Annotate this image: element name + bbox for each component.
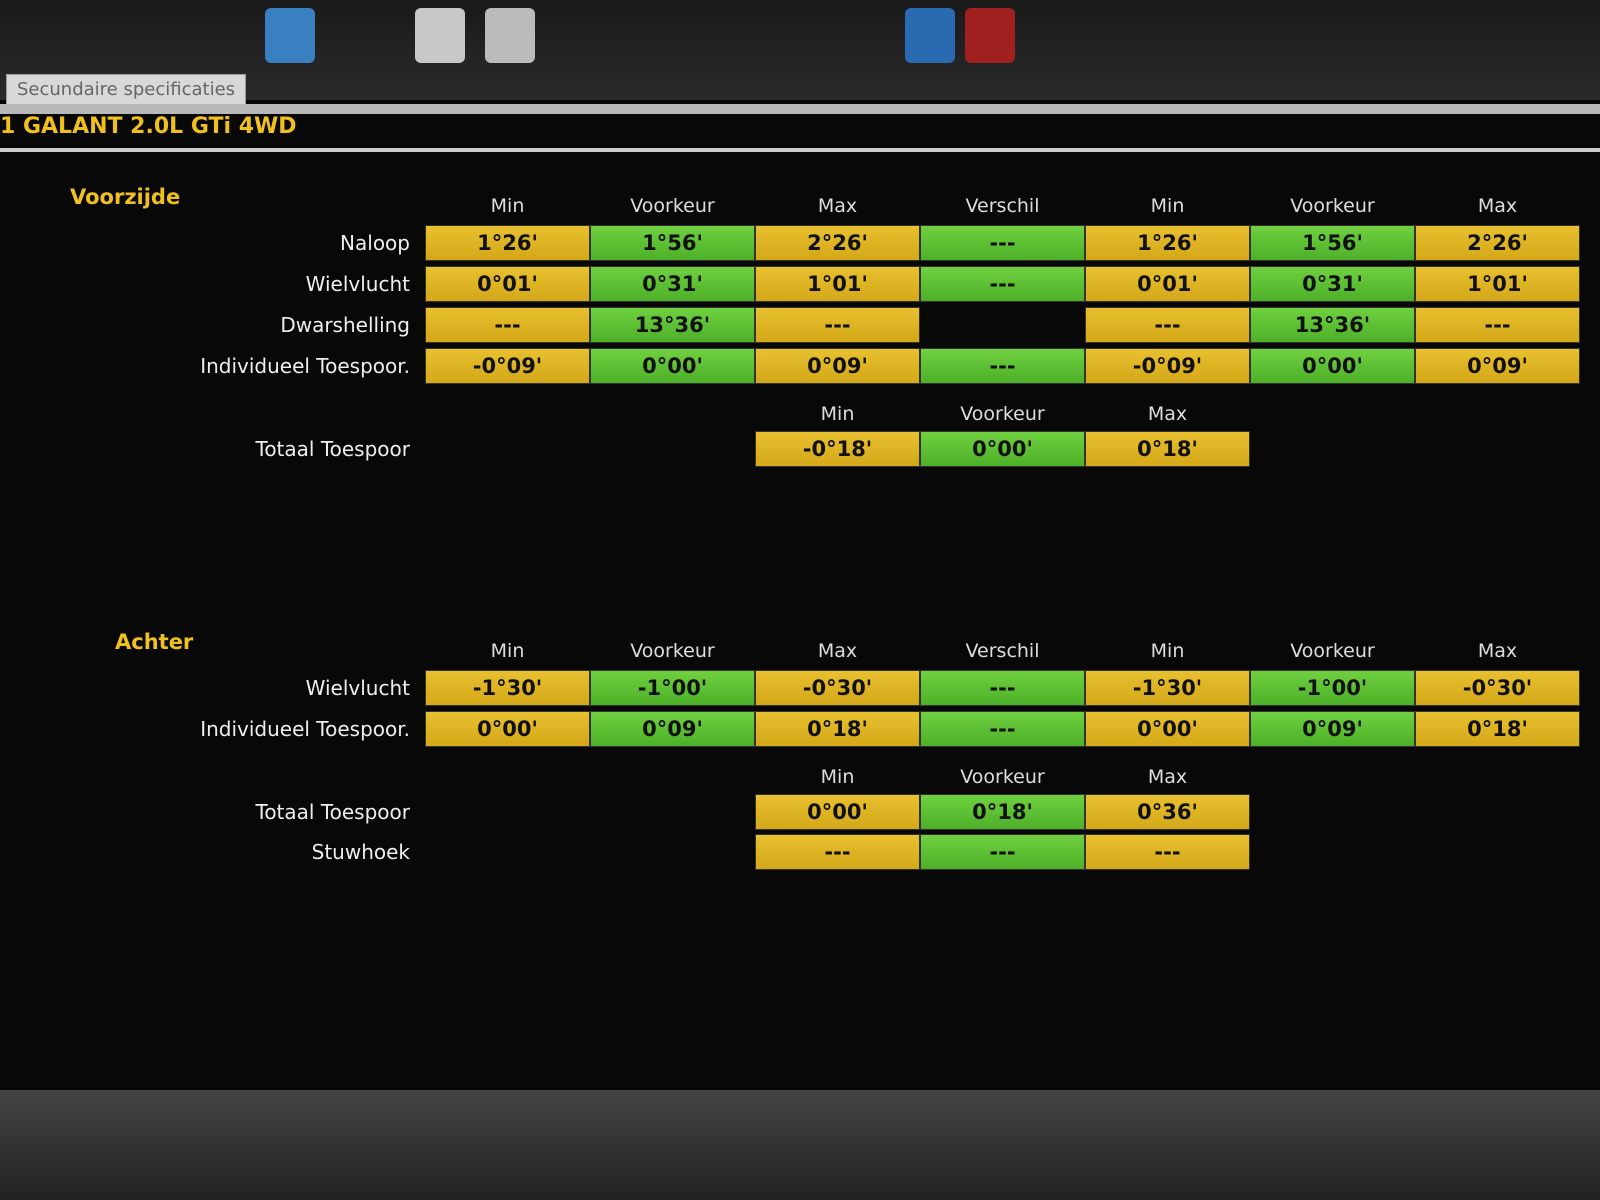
value-cell: 1°56' bbox=[1250, 225, 1415, 261]
value-cell: -0°18' bbox=[755, 431, 920, 467]
column-header: Voorkeur bbox=[960, 766, 1045, 788]
value-cell: 1°01' bbox=[755, 266, 920, 302]
value-cell: --- bbox=[920, 225, 1085, 261]
column-header: Min bbox=[490, 640, 525, 662]
value-cell: 1°26' bbox=[425, 225, 590, 261]
row-label: Wielvlucht bbox=[305, 272, 410, 296]
row-label: Individueel Toespoor. bbox=[200, 717, 410, 741]
row-label: Dwarshelling bbox=[280, 313, 410, 337]
row-label: Individueel Toespoor. bbox=[200, 354, 410, 378]
value-cell: -0°30' bbox=[1415, 670, 1580, 706]
monitor-bezel bbox=[0, 1090, 1600, 1200]
toolbar: Secundaire specificaties bbox=[0, 0, 1600, 105]
value-cell: --- bbox=[1085, 834, 1250, 870]
info-icon[interactable] bbox=[905, 8, 955, 63]
section-title: Achter bbox=[115, 630, 194, 654]
value-cell: -0°09' bbox=[1085, 348, 1250, 384]
column-header: Max bbox=[1477, 640, 1518, 662]
row-label: Totaal Toespoor bbox=[255, 800, 411, 824]
value-cell: 0°00' bbox=[1085, 711, 1250, 747]
column-header: Voorkeur bbox=[1290, 195, 1375, 217]
value-cell: 13°36' bbox=[590, 307, 755, 343]
value-cell: 0°00' bbox=[590, 348, 755, 384]
value-cell: 0°00' bbox=[755, 794, 920, 830]
value-cell: 0°18' bbox=[755, 711, 920, 747]
value-cell: --- bbox=[755, 834, 920, 870]
value-cell: 13°36' bbox=[1250, 307, 1415, 343]
row-label: Wielvlucht bbox=[305, 676, 410, 700]
value-cell: 0°18' bbox=[1085, 431, 1250, 467]
section-title: Voorzijde bbox=[70, 185, 181, 209]
value-cell: 0°36' bbox=[1085, 794, 1250, 830]
column-header: Verschil bbox=[965, 195, 1040, 217]
value-cell: 0°01' bbox=[425, 266, 590, 302]
value-cell: 1°26' bbox=[1085, 225, 1250, 261]
value-cell: --- bbox=[920, 348, 1085, 384]
value-cell: 2°26' bbox=[755, 225, 920, 261]
value-cell: --- bbox=[1085, 307, 1250, 343]
value-cell: 1°56' bbox=[590, 225, 755, 261]
value-cell: 0°00' bbox=[425, 711, 590, 747]
column-header: Min bbox=[820, 403, 855, 425]
column-header: Max bbox=[1147, 403, 1188, 425]
tab-bar bbox=[0, 104, 1600, 114]
column-header: Max bbox=[817, 195, 858, 217]
value-cell: 0°31' bbox=[1250, 266, 1415, 302]
vehicle-title: 1 GALANT 2.0L GTi 4WD bbox=[0, 114, 297, 139]
value-cell: -1°00' bbox=[590, 670, 755, 706]
value-cell: -0°09' bbox=[425, 348, 590, 384]
home-icon[interactable] bbox=[415, 8, 465, 63]
value-cell: 0°18' bbox=[920, 794, 1085, 830]
value-cell: --- bbox=[920, 711, 1085, 747]
value-cell: 0°00' bbox=[920, 431, 1085, 467]
column-header: Max bbox=[817, 640, 858, 662]
value-cell: 0°31' bbox=[590, 266, 755, 302]
value-cell: --- bbox=[920, 834, 1085, 870]
value-cell: 0°00' bbox=[1250, 348, 1415, 384]
column-header: Voorkeur bbox=[630, 640, 715, 662]
column-header: Voorkeur bbox=[960, 403, 1045, 425]
column-header: Min bbox=[1150, 195, 1185, 217]
value-cell: 0°09' bbox=[1250, 711, 1415, 747]
column-header: Min bbox=[1150, 640, 1185, 662]
column-header: Voorkeur bbox=[1290, 640, 1375, 662]
value-cell: -0°30' bbox=[755, 670, 920, 706]
value-cell: --- bbox=[920, 670, 1085, 706]
value-cell: 1°01' bbox=[1415, 266, 1580, 302]
column-header: Verschil bbox=[965, 640, 1040, 662]
value-cell: 0°01' bbox=[1085, 266, 1250, 302]
value-cell: --- bbox=[920, 266, 1085, 302]
value-cell: -1°30' bbox=[1085, 670, 1250, 706]
column-header: Max bbox=[1147, 766, 1188, 788]
tab[interactable]: Secundaire specificaties bbox=[6, 74, 247, 105]
row-label: Naloop bbox=[340, 231, 410, 255]
divider bbox=[0, 148, 1600, 152]
value-cell: -1°30' bbox=[425, 670, 590, 706]
value-cell: --- bbox=[1415, 307, 1580, 343]
column-header: Min bbox=[490, 195, 525, 217]
value-cell: 2°26' bbox=[1415, 225, 1580, 261]
value-cell: 0°09' bbox=[1415, 348, 1580, 384]
value-cell: -1°00' bbox=[1250, 670, 1415, 706]
print-icon[interactable] bbox=[485, 8, 535, 63]
column-header: Voorkeur bbox=[630, 195, 715, 217]
value-cell: --- bbox=[425, 307, 590, 343]
row-label: Totaal Toespoor bbox=[255, 437, 411, 461]
column-header: Max bbox=[1477, 195, 1518, 217]
value-cell: 0°09' bbox=[755, 348, 920, 384]
value-cell: 0°18' bbox=[1415, 711, 1580, 747]
value-cell: --- bbox=[755, 307, 920, 343]
help-icon[interactable] bbox=[265, 8, 315, 63]
car-icon[interactable] bbox=[965, 8, 1015, 63]
row-label: Stuwhoek bbox=[311, 840, 410, 864]
column-header: Min bbox=[820, 766, 855, 788]
value-cell: 0°09' bbox=[590, 711, 755, 747]
